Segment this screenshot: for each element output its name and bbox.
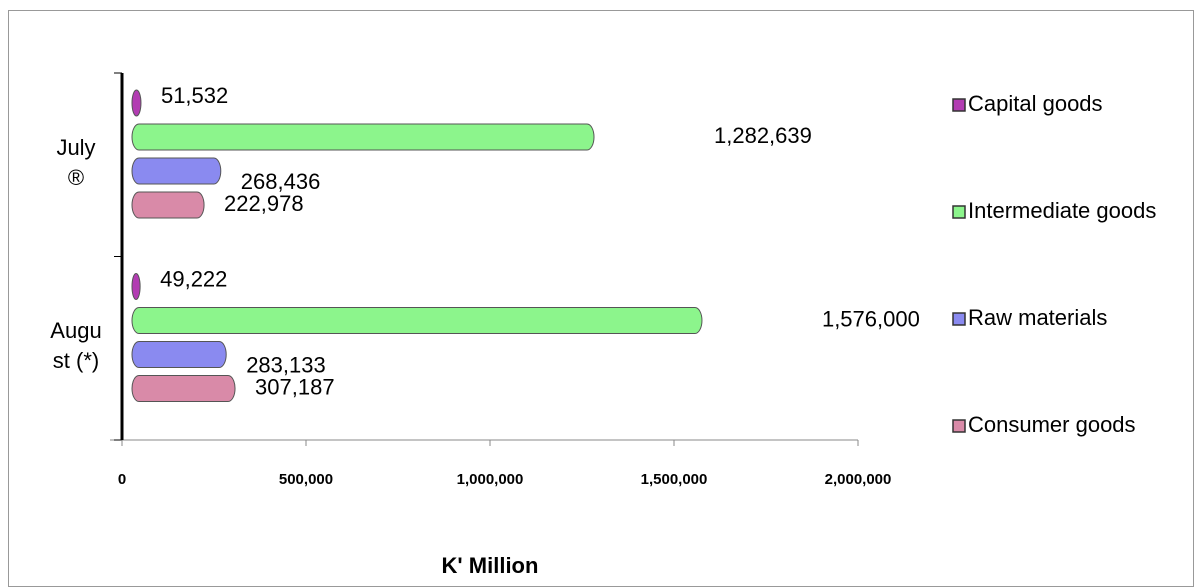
frame [8,10,1194,587]
bar [131,307,703,334]
legend-swatch [952,312,966,326]
bar [131,89,142,117]
legend-label: Intermediate goods [968,198,1156,223]
value-label: 283,133 [246,352,326,377]
bar [131,341,227,368]
value-label: 49,222 [160,266,227,291]
bar [131,191,205,219]
legend-label: Consumer goods [968,412,1136,437]
x-axis-title: K' Million [442,553,539,578]
legend-label: Capital goods [968,91,1103,116]
value-label: 307,187 [255,374,335,399]
y-tick-label: August (*) [50,318,102,374]
value-label: 51,532 [161,83,228,108]
bar [131,273,141,300]
x-tick-label: 2,000,000 [825,471,892,488]
y-tick-label: July ® [56,134,96,190]
value-label: 1,282,639 [714,123,812,148]
x-tick-label: 1,000,000 [457,471,524,488]
x-tick-label: 0 [118,471,126,488]
value-label: 222,978 [224,191,304,216]
value-label: 1,576,000 [822,306,920,331]
x-tick-label: 500,000 [279,471,333,488]
legend-label: Raw materials [968,305,1107,330]
x-tick-label: 1,500,000 [641,471,708,488]
bar [131,123,595,151]
bar [131,375,236,402]
value-label: 268,436 [241,169,321,194]
legend-swatch [952,419,966,433]
legend-swatch [952,205,966,219]
legend-swatch [952,98,966,112]
bar [131,157,222,185]
